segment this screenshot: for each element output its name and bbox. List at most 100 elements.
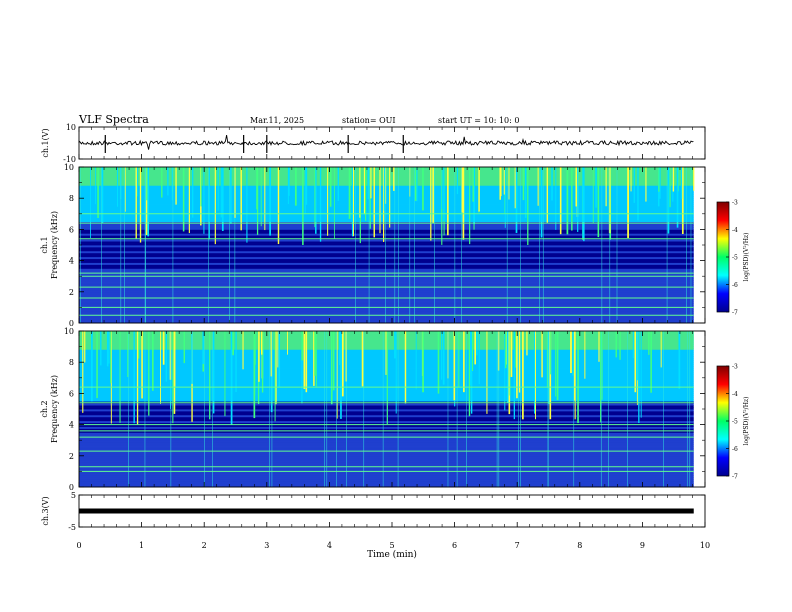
ch2-colorbar: -3 -4 -5 -6 -7 log(PSD)(V²/Hz) (716, 364, 750, 481)
spectrum-band (79, 301, 694, 304)
spectrum-band (79, 399, 694, 402)
spectrum-band (79, 438, 694, 441)
spectrum-band (79, 409, 694, 412)
spectrum-band (79, 280, 694, 283)
spectrum-band (79, 414, 694, 418)
spectrum-band (79, 463, 694, 466)
spectrum-band (79, 291, 694, 295)
colorbar-tick-label: -6 (732, 446, 738, 453)
spectrum-band (79, 461, 694, 464)
y-axis-label: ch.3(V) (41, 496, 50, 525)
x-tick-label: 1 (139, 541, 144, 550)
spectrum-band (79, 217, 694, 221)
channel-label: ch.2 (40, 400, 49, 417)
spectrum-band (79, 375, 694, 379)
spectrum-band (79, 311, 694, 314)
spectrum-band (79, 475, 694, 478)
spectrum-band (79, 485, 694, 488)
y-tick-label: 0 (69, 319, 74, 328)
spectrum-band (79, 317, 694, 320)
spectrum-band (79, 264, 694, 267)
spectrum-band (79, 223, 694, 226)
spectrum-band (79, 434, 694, 437)
channel-label: ch.1 (40, 236, 49, 253)
spectrum-band (79, 186, 694, 189)
spectrum-band (79, 420, 694, 424)
x-axis-label: Time (min) (367, 549, 417, 560)
colorbar-tick-label: -4 (732, 391, 738, 398)
spectrum-band (79, 473, 694, 476)
y-tick-label: -5 (68, 523, 76, 532)
spectrum-band (79, 430, 694, 433)
spectrum-band (79, 243, 694, 246)
spectrum-band (79, 258, 694, 261)
x-tick-label: 4 (327, 541, 332, 550)
burst-region (79, 167, 694, 186)
spectrum-band (79, 194, 694, 197)
spectrum-band (79, 422, 694, 425)
spectrum-band (79, 313, 694, 316)
spectrum-band (79, 442, 694, 445)
spectrum-band (79, 446, 694, 449)
y-tick-label: 5 (71, 491, 76, 500)
spectrum-band (79, 206, 694, 209)
colorbar-tick-label: -3 (732, 200, 738, 207)
spectrum-band (79, 424, 694, 427)
date-label: Mar.11, 2025 (250, 116, 304, 125)
colorbar-tick-label: -4 (732, 227, 738, 234)
y-tick-label: 8 (69, 358, 74, 367)
panel-frame (78, 494, 706, 528)
spectrum-band (79, 389, 694, 392)
time-axis: 0 1 2 3 4 5 6 7 8 9 10 (76, 541, 710, 550)
spectrum-band (79, 287, 694, 291)
spectrum-band (79, 403, 694, 406)
spectrum-band (79, 196, 694, 199)
panel-frame (78, 126, 706, 160)
figure-title: VLF Spectra (78, 113, 149, 126)
colorbar-label: log(PSD)(V²/Hz) (743, 233, 750, 282)
colorbar-tick-label: -7 (732, 310, 738, 317)
spectrum-band (79, 432, 694, 435)
spectrum-band (79, 483, 694, 486)
spectrum-band (79, 477, 694, 480)
spectrum-band (79, 377, 694, 381)
ch3-trace (79, 508, 694, 514)
spectrum-band (79, 289, 694, 293)
y-axis-label: ch.1(V) (41, 128, 50, 157)
spectrum-band (79, 471, 694, 474)
x-tick-label: 7 (515, 541, 520, 550)
spectrum-band (79, 321, 694, 324)
spectrum-band (79, 391, 694, 394)
spectrum-band (79, 410, 694, 414)
spectrum-band (79, 303, 694, 306)
spectrum-band (79, 207, 694, 211)
spectrum-band (79, 467, 694, 470)
spectrum-band (79, 387, 694, 390)
spectrum-band (79, 266, 694, 269)
spectrum-band (79, 188, 694, 191)
y-tick-label: 4 (69, 257, 74, 266)
y-tick-label: 8 (69, 194, 74, 203)
spectrum-band (79, 276, 694, 279)
y-tick-label: 10 (64, 163, 74, 172)
y-axis-label: Frequency (kHz) (50, 211, 59, 279)
spectrum-band (79, 315, 694, 318)
colorbar-tick-label: -6 (732, 282, 738, 289)
y-tick-label: 2 (69, 452, 74, 461)
spectrum-band (79, 448, 694, 451)
ch3-waveform-panel: 5 -5 ch.3(V) (41, 491, 706, 532)
spectrum-band (79, 184, 694, 187)
colorbar-tick-label: -3 (732, 364, 738, 371)
spectrum-band (79, 278, 694, 281)
ch1-trace (78, 135, 694, 150)
spectrum-band (79, 284, 694, 287)
spectrum-band (79, 459, 694, 463)
spectrum-band (79, 416, 694, 420)
spectrum-band (79, 305, 694, 308)
spectrum-band (79, 453, 694, 457)
spectrum-band (79, 440, 694, 443)
spectrum-band (79, 270, 694, 273)
spectrum-band (79, 393, 694, 396)
y-tick-label: 10 (66, 123, 76, 132)
y-tick-label: 6 (69, 389, 74, 398)
